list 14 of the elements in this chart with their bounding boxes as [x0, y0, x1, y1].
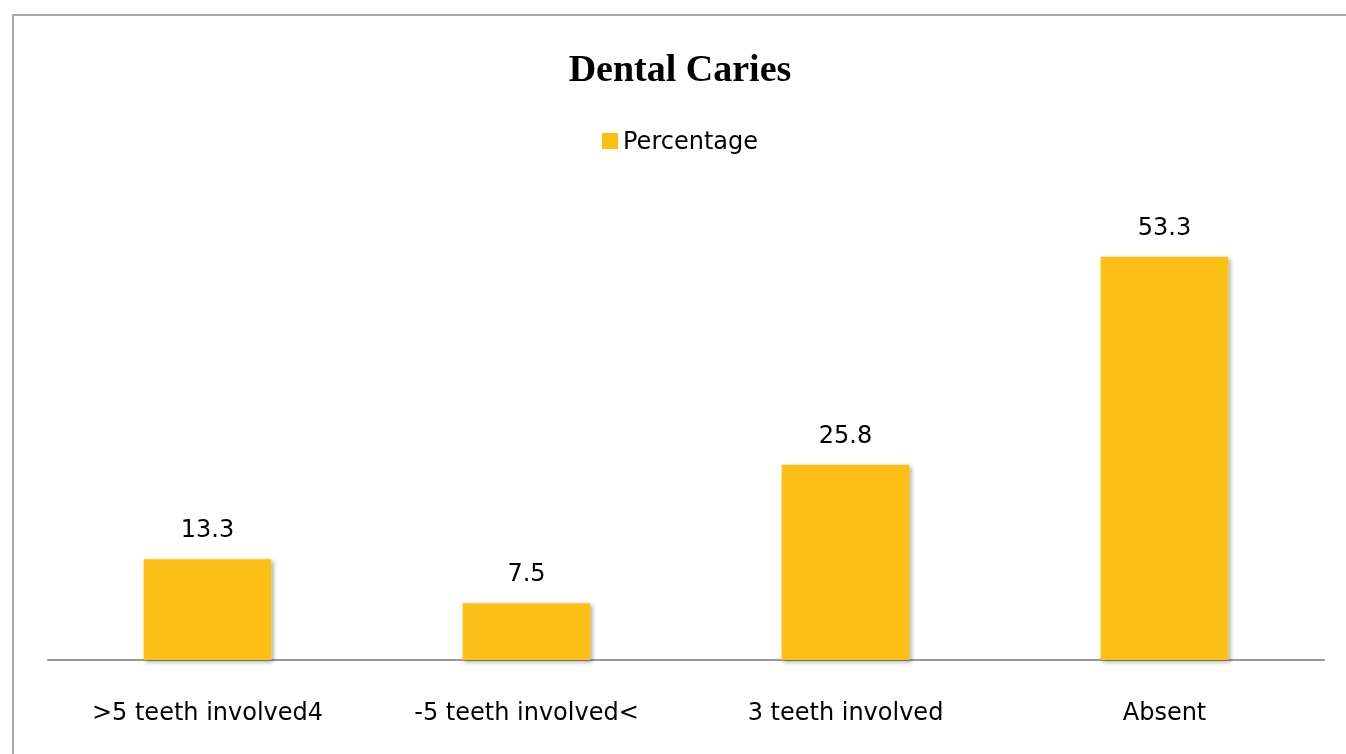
x-tick-label: 3 teeth involved: [747, 698, 944, 726]
bar: [143, 559, 272, 660]
data-label: 25.8: [818, 420, 873, 449]
bar: [781, 464, 910, 660]
legend-label: Percentage: [622, 127, 759, 155]
bar: [1100, 256, 1229, 660]
x-tick-label: Absent: [1122, 698, 1207, 726]
x-tick-label: -5 teeth involved<: [414, 698, 639, 726]
data-label: 13.3: [180, 515, 235, 544]
data-label: 53.3: [1137, 212, 1192, 241]
x-tick-label: >5 teeth involved4: [91, 698, 324, 726]
bar: [462, 603, 591, 660]
chart-title: Dental Caries: [568, 47, 792, 89]
data-label: 7.5: [507, 559, 546, 588]
